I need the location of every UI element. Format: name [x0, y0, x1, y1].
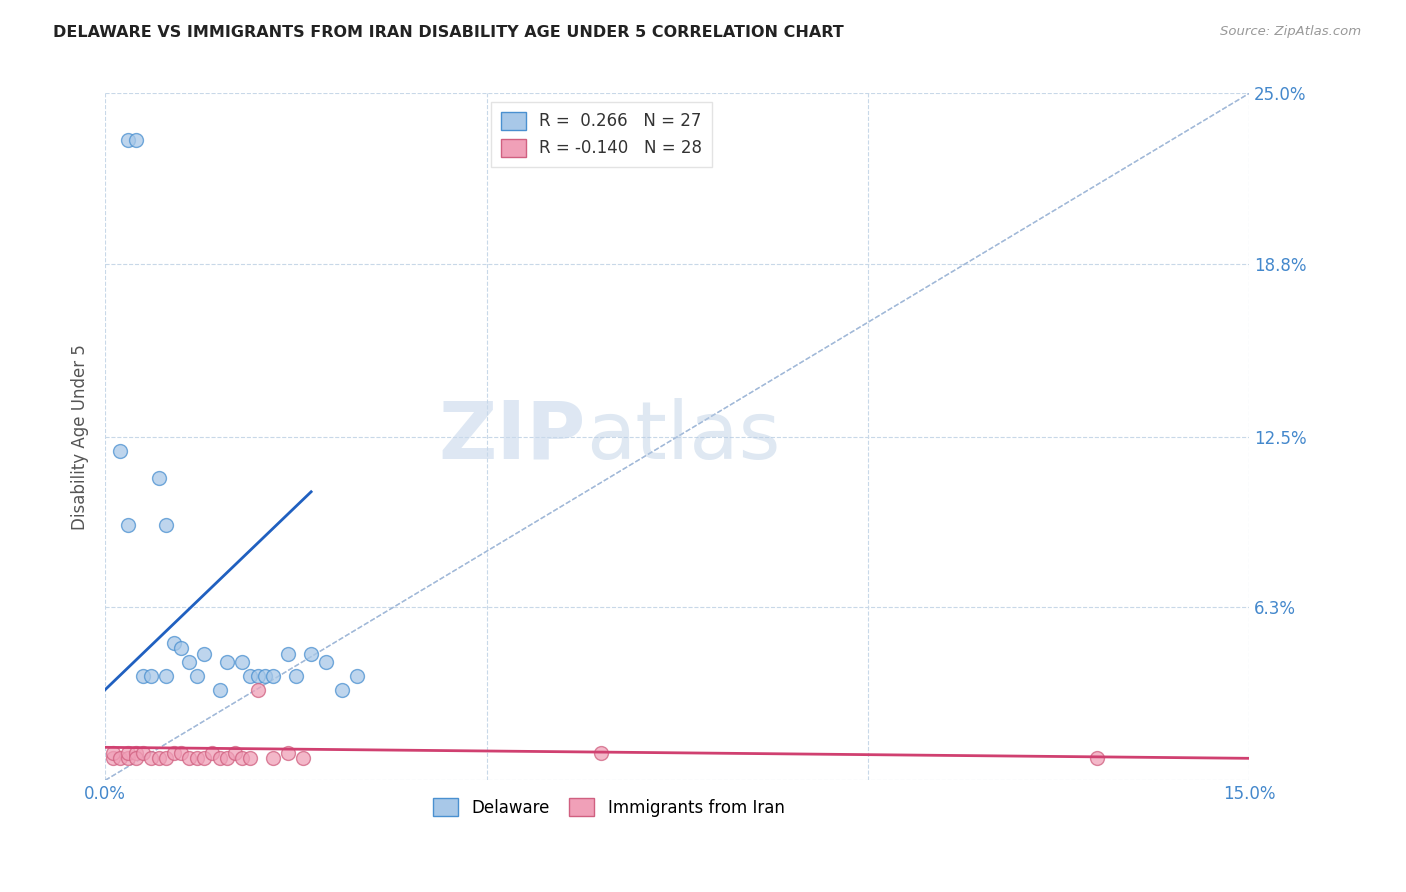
- Point: [277, 647, 299, 661]
- Point: [186, 669, 208, 683]
- Y-axis label: Disability Age Under 5: Disability Age Under 5: [72, 344, 89, 530]
- Point: [262, 751, 284, 765]
- Point: [148, 471, 170, 485]
- Point: [193, 751, 215, 765]
- Point: [284, 669, 307, 683]
- Point: [246, 669, 269, 683]
- Text: ZIP: ZIP: [439, 398, 586, 475]
- Text: atlas: atlas: [586, 398, 780, 475]
- Point: [193, 647, 215, 661]
- Point: [110, 751, 132, 765]
- Point: [155, 669, 177, 683]
- Point: [177, 655, 200, 669]
- Point: [125, 133, 148, 147]
- Legend: Delaware, Immigrants from Iran: Delaware, Immigrants from Iran: [426, 791, 792, 823]
- Point: [254, 669, 277, 683]
- Text: DELAWARE VS IMMIGRANTS FROM IRAN DISABILITY AGE UNDER 5 CORRELATION CHART: DELAWARE VS IMMIGRANTS FROM IRAN DISABIL…: [53, 25, 844, 40]
- Text: Source: ZipAtlas.com: Source: ZipAtlas.com: [1220, 25, 1361, 38]
- Point: [1085, 751, 1108, 765]
- Point: [117, 517, 139, 532]
- Point: [155, 517, 177, 532]
- Point: [262, 669, 284, 683]
- Point: [148, 751, 170, 765]
- Point: [346, 669, 368, 683]
- Point: [246, 682, 269, 697]
- Point: [163, 746, 186, 760]
- Point: [155, 751, 177, 765]
- Point: [139, 669, 162, 683]
- Point: [299, 647, 322, 661]
- Point: [186, 751, 208, 765]
- Point: [163, 636, 186, 650]
- Point: [231, 751, 253, 765]
- Point: [217, 751, 239, 765]
- Point: [277, 746, 299, 760]
- Point: [139, 751, 162, 765]
- Point: [201, 746, 224, 760]
- Point: [177, 751, 200, 765]
- Point: [170, 641, 193, 656]
- Point: [101, 746, 124, 760]
- Point: [589, 746, 612, 760]
- Point: [132, 746, 155, 760]
- Point: [125, 751, 148, 765]
- Point: [330, 682, 353, 697]
- Point: [239, 751, 262, 765]
- Point: [217, 655, 239, 669]
- Point: [110, 443, 132, 458]
- Point: [170, 746, 193, 760]
- Point: [231, 655, 253, 669]
- Point: [101, 751, 124, 765]
- Point: [125, 746, 148, 760]
- Point: [239, 669, 262, 683]
- Point: [208, 751, 231, 765]
- Point: [117, 751, 139, 765]
- Point: [315, 655, 337, 669]
- Point: [117, 133, 139, 147]
- Point: [224, 746, 246, 760]
- Point: [132, 669, 155, 683]
- Point: [117, 746, 139, 760]
- Point: [292, 751, 315, 765]
- Point: [208, 682, 231, 697]
